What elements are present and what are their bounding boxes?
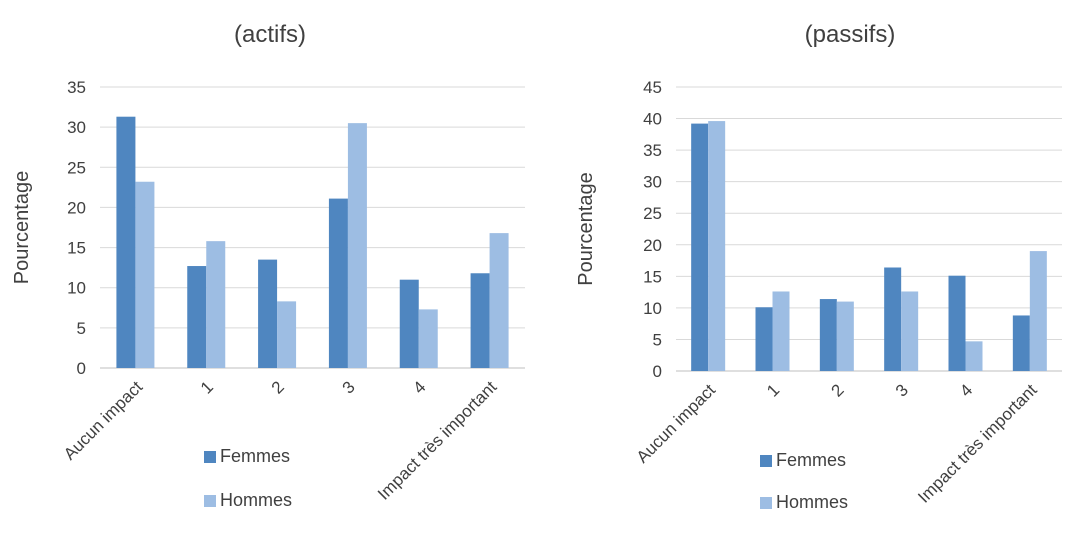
x-tick-label: 2 (828, 380, 848, 400)
legend-label-femmes: Femmes (776, 450, 846, 470)
x-tick-label: 4 (956, 380, 976, 400)
x-tick-label: 1 (197, 377, 217, 397)
legend-label-hommes: Hommes (220, 490, 292, 510)
bar-hommes-4 (418, 309, 438, 368)
bar-hommes-5 (489, 233, 509, 368)
chart-title: (passifs) (805, 21, 896, 48)
y-tick-label: 20 (67, 198, 86, 217)
legend-swatch-femmes (204, 451, 216, 463)
y-tick-label: 40 (643, 110, 662, 129)
legend-label-femmes: Femmes (220, 446, 290, 466)
x-tick-label: Aucun impact (60, 377, 146, 463)
chart-passifs: (passifs) Pourcentage 0 5 10 15 20 25 30 35 40 45 Au… (540, 0, 1081, 547)
y-tick-label: 5 (77, 319, 86, 338)
bar-femmes-0 (691, 123, 709, 371)
x-tick-label: 2 (268, 377, 288, 397)
legend-swatch-hommes (760, 497, 772, 509)
y-tick-label: 10 (67, 279, 86, 298)
y-tick-label: 20 (643, 236, 662, 255)
y-axis-label: Pourcentage (11, 171, 33, 284)
chart-passifs-svg: (passifs) Pourcentage 0 5 10 15 20 25 30 35 40 45 Au… (575, 21, 1062, 512)
chart-actifs-svg: (actifs) Pourcentage 0 5 10 15 20 25 30 35 Aucun i… (11, 21, 525, 510)
bar-femmes-2 (819, 299, 837, 371)
y-tick-label: 25 (67, 158, 86, 177)
bar-femmes-0 (116, 116, 136, 368)
bar-femmes-5 (470, 273, 490, 368)
bar-hommes-0 (708, 121, 726, 371)
y-tick-label: 15 (67, 239, 86, 258)
bar-hommes-3 (901, 291, 919, 371)
bar-hommes-2 (836, 301, 854, 371)
y-tick-label: 25 (643, 204, 662, 223)
y-tick-label: 30 (67, 118, 86, 137)
bar-hommes-2 (277, 301, 297, 368)
x-tick-label: 3 (339, 377, 359, 397)
bar-femmes-4 (948, 275, 966, 371)
chart-title: (actifs) (234, 21, 306, 48)
x-tick-label: Aucun impact (633, 380, 719, 466)
y-tick-label: 5 (653, 330, 662, 349)
legend-swatch-femmes (760, 455, 772, 467)
bar-femmes-5 (1012, 315, 1030, 371)
x-tick-label: 4 (409, 377, 429, 397)
y-tick-label: 35 (643, 141, 662, 160)
bar-femmes-1 (755, 307, 773, 371)
legend-swatch-hommes (204, 495, 216, 507)
y-tick-label: 30 (643, 173, 662, 192)
y-tick-label: 35 (67, 78, 86, 97)
bar-hommes-4 (965, 341, 983, 371)
x-tick-label: 3 (892, 380, 912, 400)
legend-label-hommes: Hommes (776, 492, 848, 512)
bar-hommes-0 (135, 181, 155, 368)
bar-femmes-3 (884, 267, 902, 371)
bar-femmes-3 (328, 198, 348, 368)
x-tick-label: Impact très important (374, 377, 501, 504)
y-tick-label: 15 (643, 267, 662, 286)
y-axis-label: Pourcentage (575, 172, 597, 285)
y-tick-label: 45 (643, 78, 662, 97)
chart-actifs: (actifs) Pourcentage 0 5 10 15 20 25 30 35 Aucun i… (0, 0, 540, 547)
bar-hommes-1 (772, 291, 790, 371)
bar-hommes-5 (1029, 251, 1047, 371)
bar-hommes-3 (347, 123, 367, 368)
x-tick-label: 1 (763, 380, 783, 400)
bar-femmes-4 (399, 279, 419, 368)
x-tick-label: Impact très important (914, 380, 1041, 507)
y-tick-label: 0 (77, 359, 86, 378)
bar-femmes-1 (187, 266, 207, 368)
y-tick-label: 10 (643, 299, 662, 318)
bar-femmes-2 (258, 259, 278, 368)
bar-hommes-1 (206, 241, 226, 368)
y-tick-label: 0 (653, 362, 662, 381)
